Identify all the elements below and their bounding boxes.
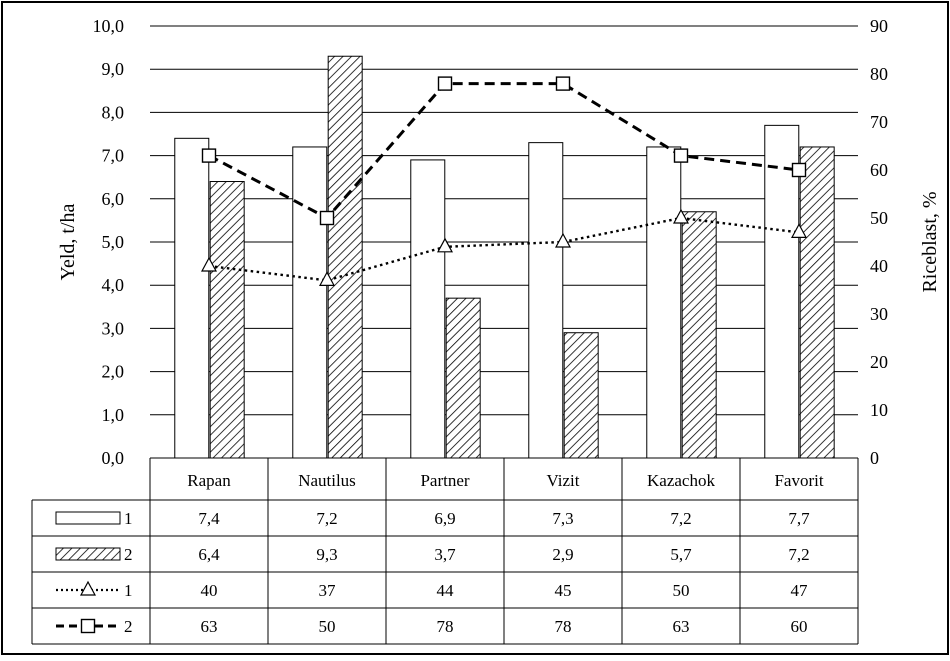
- y2-tick-label: 30: [870, 304, 888, 324]
- line-marker-series-4: [319, 210, 335, 226]
- y2-tick-label: 40: [870, 256, 888, 276]
- data-label: 6,4: [198, 545, 220, 564]
- line-marker-series-4: [791, 162, 807, 178]
- y-tick-label: 1,0: [102, 405, 125, 425]
- y-tick-label: 7,0: [102, 146, 125, 166]
- data-label: 7,7: [788, 509, 810, 528]
- line-marker-series-3: [554, 232, 572, 248]
- y-tick-label: 8,0: [102, 102, 125, 122]
- data-label: 2,9: [552, 545, 573, 564]
- line-marker-series-3: [672, 208, 690, 224]
- y-tick-label: 0,0: [102, 448, 125, 468]
- y2-tick-label: 0: [870, 448, 879, 468]
- y-tick-label: 9,0: [102, 59, 125, 79]
- legend-key-marker-series-4: [80, 618, 96, 634]
- y2-tick-label: 70: [870, 112, 888, 132]
- y-tick-label: 6,0: [102, 189, 125, 209]
- data-label: 63: [201, 617, 218, 636]
- data-label: 50: [673, 581, 690, 600]
- data-label: 5,7: [670, 545, 692, 564]
- bar-series-1: [528, 142, 564, 459]
- y-tick-label: 4,0: [102, 275, 125, 295]
- y2-axis-title: Riceblast, %: [919, 191, 941, 292]
- data-label: 78: [555, 617, 572, 636]
- data-label: 37: [319, 581, 337, 600]
- y2-tick-label: 50: [870, 208, 888, 228]
- line-marker-series-3: [790, 223, 808, 238]
- y-axis-title: Yeld, t/ha: [57, 203, 79, 280]
- bar-series-1: [174, 137, 210, 459]
- line-series-4: [208, 82, 800, 220]
- bar-series-2: [445, 297, 481, 459]
- legend-key-marker-series-3: [79, 580, 97, 596]
- category-label: Nautilus: [298, 471, 356, 490]
- y2-tick-label: 80: [870, 64, 888, 84]
- category-label: Rapan: [187, 471, 231, 490]
- line-marker-series-3: [200, 256, 218, 272]
- category-label: Kazachok: [647, 471, 715, 490]
- bar-series-1: [764, 124, 800, 459]
- category-label: Partner: [420, 471, 469, 490]
- data-label: 6,9: [434, 509, 455, 528]
- legend-label-series-1: 1: [124, 509, 133, 528]
- legend-key-series-2: [55, 547, 121, 561]
- y2-tick-label: 10: [870, 400, 888, 420]
- bar-series-2: [563, 332, 599, 459]
- data-label: 47: [791, 581, 809, 600]
- line-marker-series-4: [673, 148, 689, 163]
- y-tick-label: 10,0: [93, 16, 125, 36]
- line-marker-series-4: [555, 76, 571, 91]
- line-marker-series-3: [436, 237, 454, 253]
- data-label: 50: [319, 617, 336, 636]
- data-label: 40: [201, 581, 218, 600]
- y-tick-label: 5,0: [102, 232, 125, 252]
- bar-series-2: [327, 55, 363, 459]
- legend-label-series-4: 2: [124, 617, 133, 636]
- data-label: 63: [673, 617, 690, 636]
- data-label: 60: [791, 617, 808, 636]
- data-label: 78: [437, 617, 454, 636]
- data-label: 7,2: [788, 545, 809, 564]
- y2-tick-label: 20: [870, 352, 888, 372]
- y-tick-label: 3,0: [102, 318, 125, 338]
- line-series-3: [208, 216, 800, 282]
- line-marker-series-3: [318, 271, 336, 286]
- category-label: Favorit: [774, 471, 823, 490]
- y2-tick-label: 60: [870, 160, 888, 180]
- data-label: 7,2: [316, 509, 337, 528]
- data-label: 7,3: [552, 509, 573, 528]
- data-label: 45: [555, 581, 572, 600]
- data-label: 9,3: [316, 545, 337, 564]
- data-label: 3,7: [434, 545, 456, 564]
- bar-series-1: [292, 146, 328, 459]
- data-label: 7,2: [670, 509, 691, 528]
- line-marker-series-4: [201, 148, 217, 163]
- data-label: 44: [437, 581, 455, 600]
- bar-series-1: [410, 159, 446, 459]
- bar-series-2: [681, 211, 717, 459]
- line-marker-series-4: [437, 76, 453, 91]
- data-label: 7,4: [198, 509, 220, 528]
- y2-tick-label: 90: [870, 16, 888, 36]
- y-tick-label: 2,0: [102, 362, 125, 382]
- category-label: Vizit: [547, 471, 580, 490]
- legend-key-series-1: [55, 511, 121, 525]
- bar-series-1: [646, 146, 682, 459]
- legend-label-series-2: 2: [124, 545, 133, 564]
- bar-series-2: [209, 181, 245, 459]
- bar-series-2: [799, 146, 835, 459]
- legend-label-series-3: 1: [124, 581, 133, 600]
